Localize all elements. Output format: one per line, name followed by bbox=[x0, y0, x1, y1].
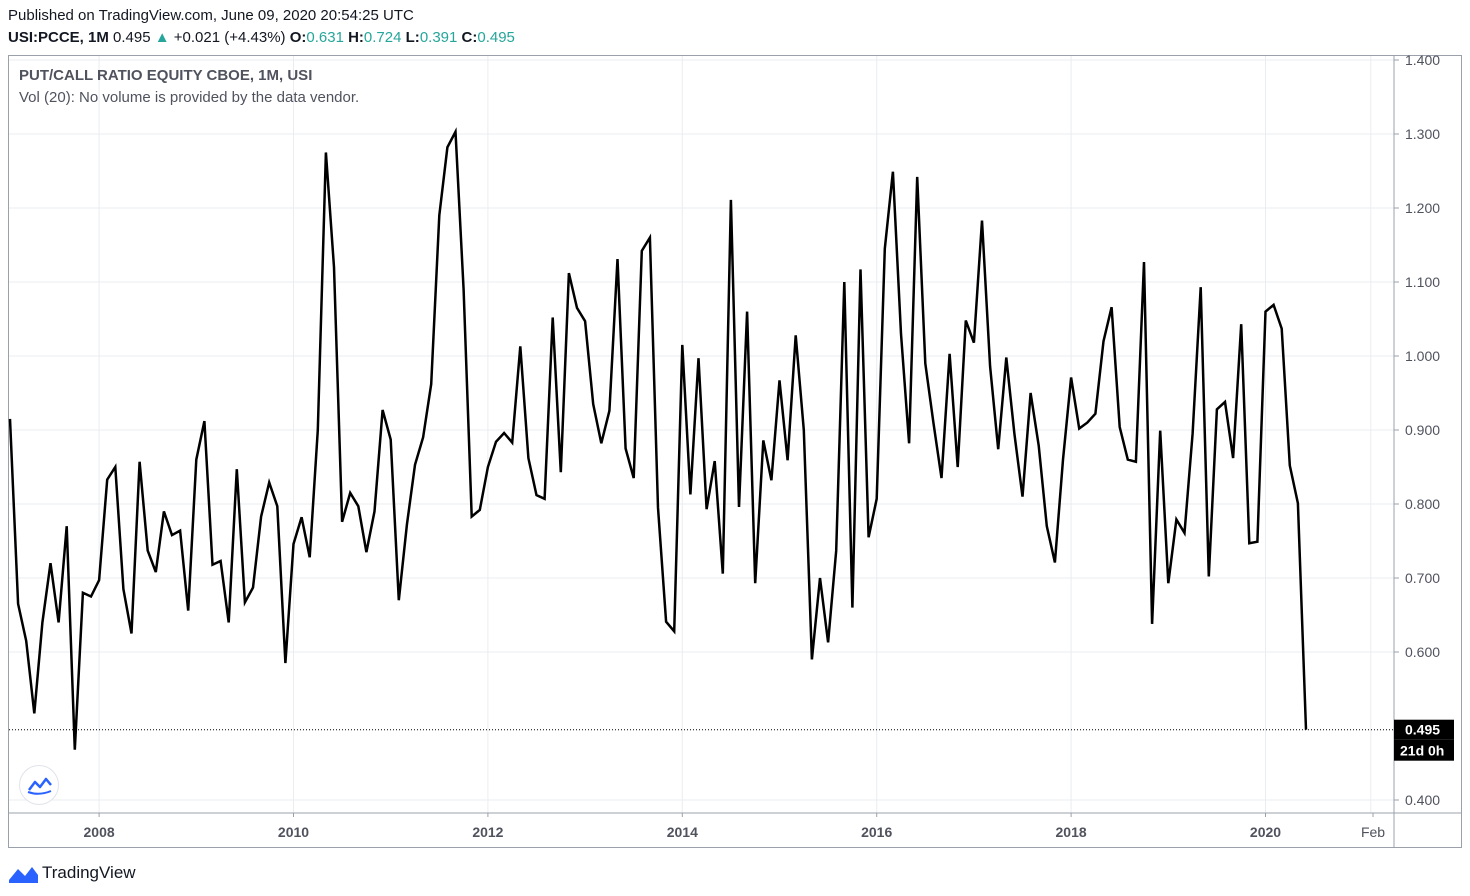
x-tick-label: 2008 bbox=[84, 824, 115, 840]
countdown-label-bg bbox=[1394, 739, 1454, 761]
price-change: +0.021 (+4.43%) bbox=[173, 29, 286, 46]
y-tick-label: 1.100 bbox=[1405, 274, 1440, 290]
y-tick-label: 0.400 bbox=[1405, 792, 1440, 808]
footer-brand: TradingView bbox=[42, 863, 136, 882]
low-value: 0.391 bbox=[419, 29, 458, 46]
x-tick-label: 2010 bbox=[278, 824, 309, 840]
x-tick-label: 2018 bbox=[1056, 824, 1087, 840]
chart-frame bbox=[8, 55, 1462, 848]
countdown-label: 21d 0h bbox=[1400, 743, 1444, 759]
high-label: H: bbox=[348, 29, 364, 46]
series-legend-title[interactable]: PUT/CALL RATIO EQUITY CBOE, 1M, USI bbox=[19, 67, 313, 84]
x-tick-label: 2012 bbox=[472, 824, 503, 840]
x-tick-label: 2020 bbox=[1250, 824, 1281, 840]
open-label: O: bbox=[289, 29, 307, 46]
last-price-label-bg bbox=[1394, 719, 1454, 740]
close-label: C: bbox=[461, 29, 478, 46]
high-value: 0.724 bbox=[363, 29, 402, 46]
x-tick-label: Feb bbox=[1361, 824, 1385, 840]
x-tick-label: 2014 bbox=[667, 824, 698, 840]
x-tick-label: 2016 bbox=[861, 824, 892, 840]
published-note: Published on TradingView.com, June 09, 2… bbox=[8, 7, 414, 24]
close-value: 0.495 bbox=[477, 29, 515, 46]
tradingview-badge-icon[interactable] bbox=[19, 765, 59, 805]
open-value: 0.631 bbox=[306, 29, 344, 46]
y-tick-label: 0.600 bbox=[1405, 644, 1440, 660]
series-line bbox=[8, 127, 1308, 750]
symbol-ohlc-bar: USI:PCCE, 1M 0.495 ▲ +0.021 (+4.43%) O:0… bbox=[8, 29, 515, 46]
volume-legend[interactable]: Vol (20): No volume is provided by the d… bbox=[19, 89, 360, 106]
y-tick-label: 1.300 bbox=[1405, 126, 1440, 142]
y-tick-label: 0.800 bbox=[1405, 496, 1440, 512]
symbol-name[interactable]: USI:PCCE, 1M bbox=[8, 29, 109, 46]
last-price-label: 0.495 bbox=[1405, 722, 1440, 738]
last-price: 0.495 bbox=[113, 29, 151, 46]
tradingview-logo-icon bbox=[9, 867, 38, 883]
y-tick-label: 1.400 bbox=[1405, 52, 1440, 68]
y-tick-label: 1.000 bbox=[1405, 348, 1440, 364]
low-label: L: bbox=[405, 29, 420, 46]
footer-logo[interactable]: TradingView bbox=[8, 862, 136, 884]
y-tick-label: 1.200 bbox=[1405, 200, 1440, 216]
up-arrow-icon: ▲ bbox=[154, 29, 170, 46]
y-tick-label: 0.900 bbox=[1405, 422, 1440, 438]
y-tick-label: 0.700 bbox=[1405, 570, 1440, 586]
